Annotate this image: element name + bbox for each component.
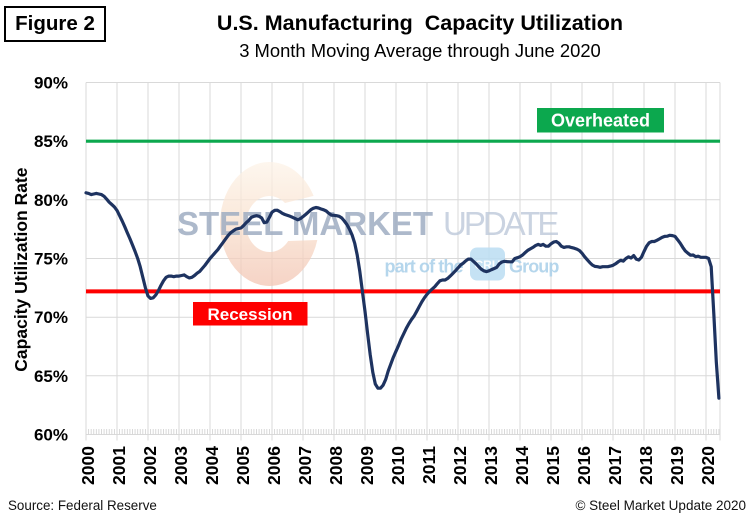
svg-text:STEEL MARKET: STEEL MARKET [177,205,433,242]
svg-text:2007: 2007 [295,446,315,485]
svg-text:2001: 2001 [109,446,129,485]
svg-text:2008: 2008 [326,446,346,485]
svg-text:Overheated: Overheated [551,111,650,131]
svg-text:80%: 80% [34,191,68,210]
svg-text:Recession: Recession [207,305,292,324]
svg-text:2017: 2017 [605,446,625,485]
svg-text:Capacity Utilization Rate: Capacity Utilization Rate [11,167,31,371]
svg-text:2006: 2006 [264,446,284,485]
svg-text:85%: 85% [34,132,68,151]
svg-text:75%: 75% [34,250,68,269]
svg-text:2018: 2018 [636,446,656,485]
svg-text:2002: 2002 [140,446,160,485]
svg-text:2014: 2014 [512,446,532,485]
svg-text:70%: 70% [34,308,68,327]
svg-text:2003: 2003 [171,446,191,485]
svg-text:2012: 2012 [450,446,470,485]
svg-text:2016: 2016 [574,446,594,485]
svg-text:60%: 60% [34,426,68,445]
svg-text:UPDATE: UPDATE [443,205,558,242]
svg-text:Group: Group [509,257,559,277]
svg-text:2004: 2004 [202,446,222,485]
svg-text:2019: 2019 [667,446,687,485]
svg-text:65%: 65% [34,367,68,386]
svg-text:part of the: part of the [385,257,464,277]
svg-text:2009: 2009 [357,446,377,485]
svg-text:2010: 2010 [388,446,408,485]
svg-text:2011: 2011 [419,446,439,484]
svg-text:2020: 2020 [698,446,718,485]
svg-text:2015: 2015 [543,446,563,485]
svg-text:90%: 90% [34,74,68,93]
svg-text:2000: 2000 [78,446,98,485]
svg-text:2005: 2005 [233,446,253,485]
svg-text:2013: 2013 [481,446,501,485]
